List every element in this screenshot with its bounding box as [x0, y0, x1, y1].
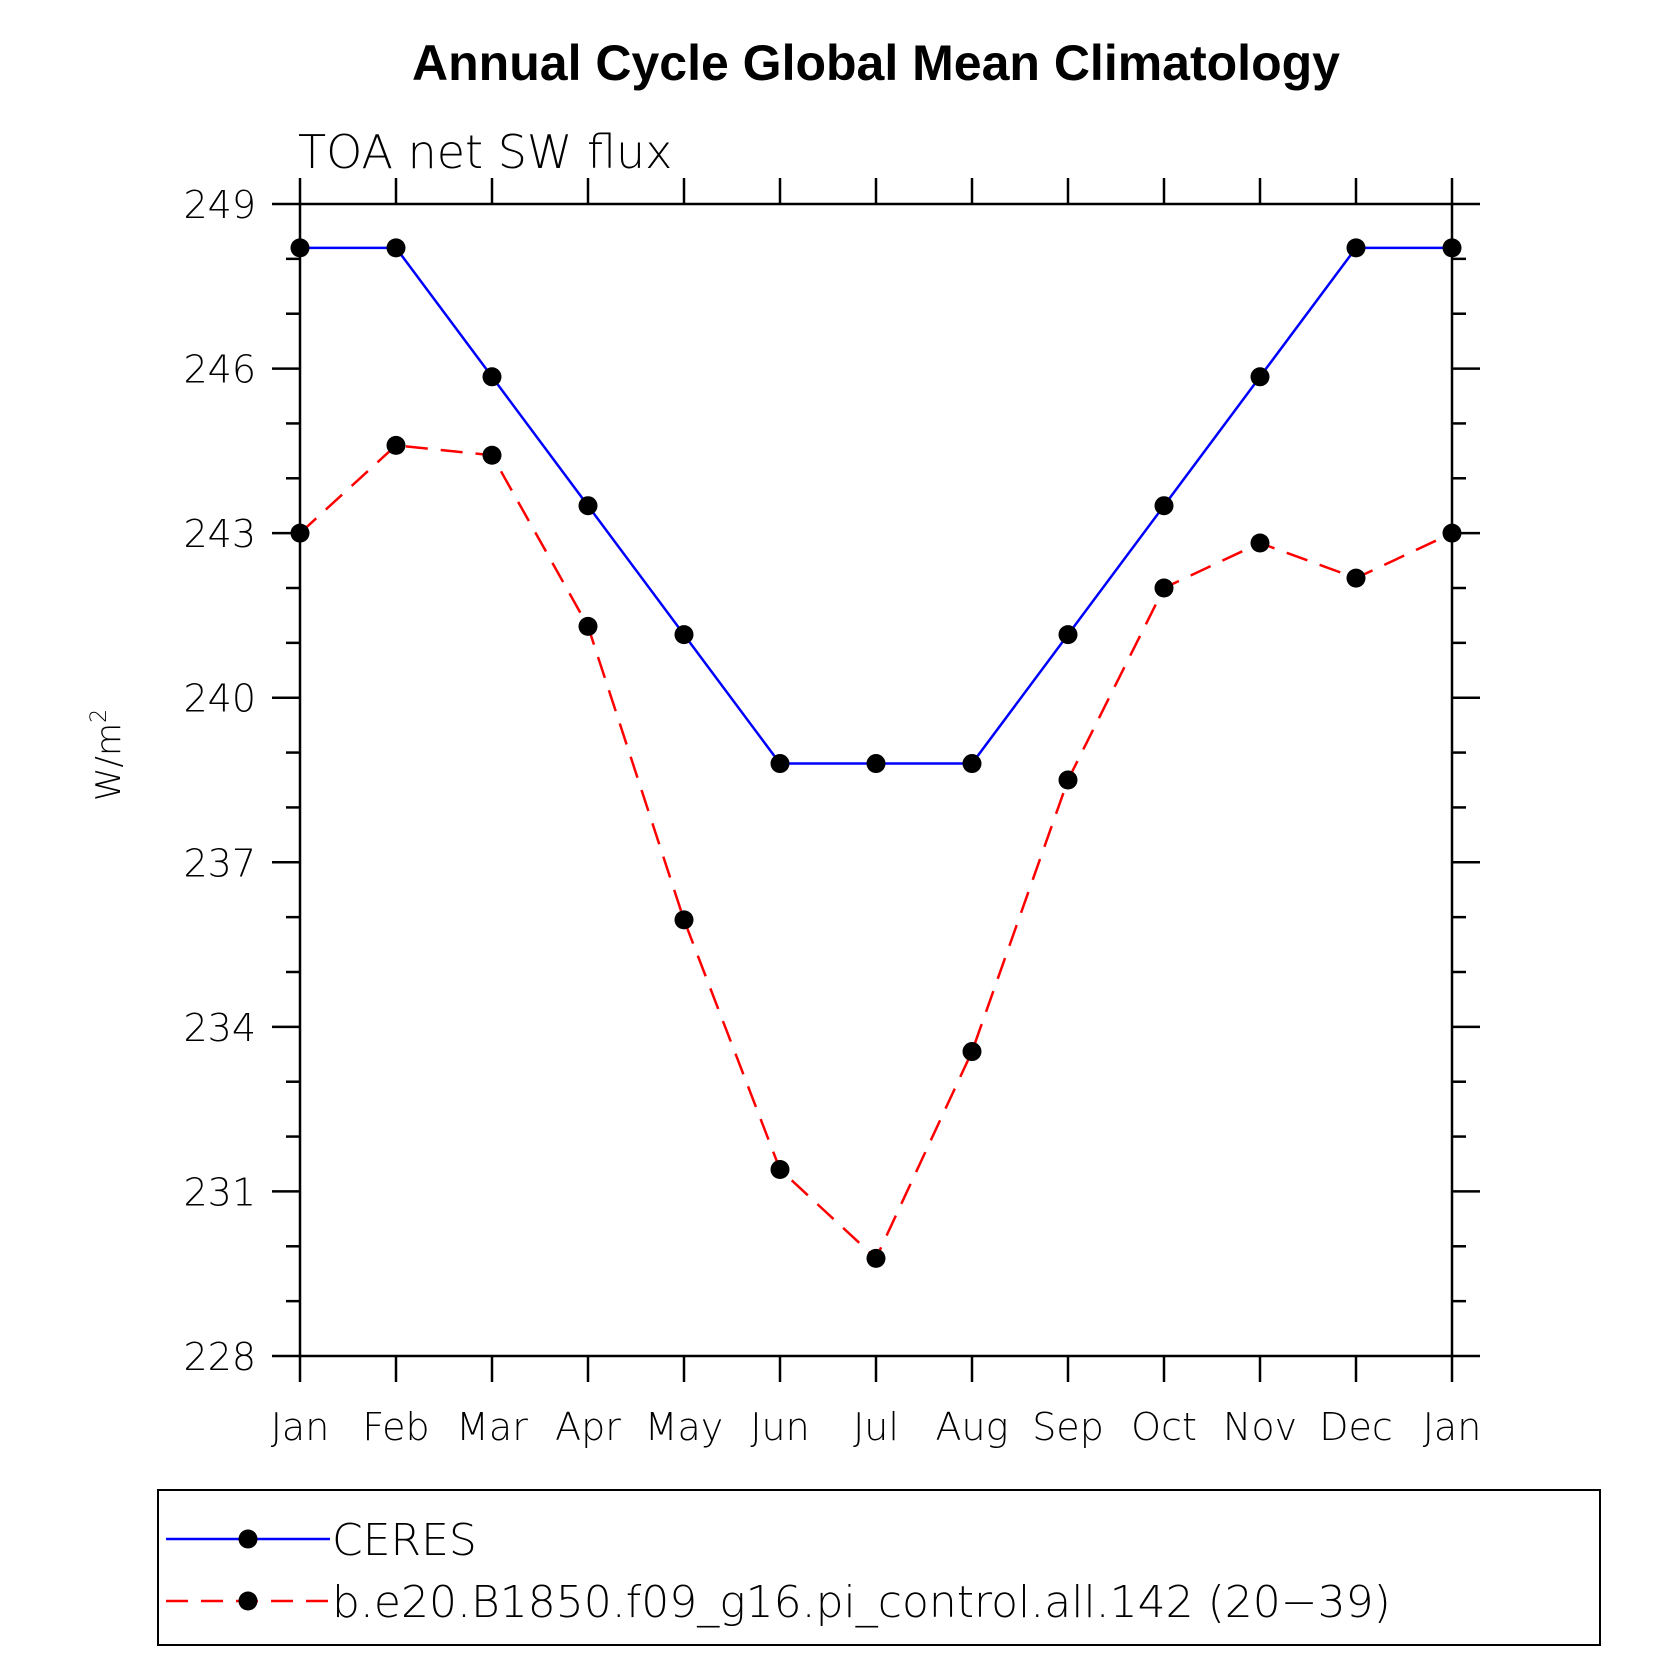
- data-point: [1058, 770, 1078, 790]
- x-tick-label: Jan: [1423, 1405, 1482, 1449]
- data-point: [866, 1248, 886, 1268]
- data-point: [674, 910, 694, 930]
- x-tick-label: Oct: [1131, 1405, 1197, 1449]
- data-point: [866, 754, 886, 774]
- data-point: [1346, 238, 1366, 258]
- data-point: [674, 625, 694, 645]
- data-point: [1442, 523, 1462, 543]
- plot-frame: [298, 202, 1454, 1358]
- data-point: [1154, 578, 1174, 598]
- y-axis-label: W/m2: [87, 709, 129, 801]
- data-point: [962, 754, 982, 774]
- data-point: [290, 238, 310, 258]
- y-tick-label: 243: [183, 512, 256, 556]
- data-point: [386, 238, 406, 258]
- legend-item-2: b.e20.B1850.f09_g16.pi_control.all.142 (…: [166, 1577, 1391, 1628]
- y-tick-label: 228: [183, 1335, 256, 1379]
- series-layer: [290, 238, 1462, 1268]
- legend-marker: [238, 1591, 258, 1611]
- data-point: [482, 445, 502, 465]
- data-point: [482, 367, 502, 387]
- x-tick-label: May: [645, 1405, 724, 1449]
- data-point: [1346, 568, 1366, 588]
- y-axis-label-superscript: 2: [87, 709, 112, 723]
- legend: CERES b.e20.B1850.f09_g16.pi_control.all.…: [157, 1489, 1601, 1646]
- x-tick-label: Jan: [271, 1405, 330, 1449]
- y-tick-label: 249: [183, 183, 256, 227]
- y-tick-label: 246: [183, 348, 256, 392]
- chart-subtitle: TOA net SW flux: [298, 125, 672, 179]
- data-point: [770, 1159, 790, 1179]
- data-point: [1250, 367, 1270, 387]
- legend-label: b.e20.B1850.f09_g16.pi_control.all.142 (…: [332, 1577, 1391, 1628]
- y-tick-label: 240: [183, 677, 256, 721]
- y-tick-label: 234: [183, 1006, 256, 1050]
- data-point: [578, 616, 598, 636]
- x-tick-label: Feb: [362, 1405, 429, 1449]
- plot-border: [298, 202, 1454, 1358]
- data-point: [578, 496, 598, 516]
- x-tick-label: Sep: [1032, 1405, 1104, 1449]
- x-tick-label: Dec: [1319, 1405, 1393, 1449]
- data-point: [290, 523, 310, 543]
- data-point: [386, 435, 406, 455]
- y-axis-label-base: W/m: [89, 723, 129, 801]
- x-tick-label: Nov: [1223, 1405, 1297, 1449]
- data-point: [1058, 625, 1078, 645]
- x-axis: Jan Feb Mar Apr May Jun Jul Aug Sep Oct Nov Dec Jan: [271, 178, 1482, 1449]
- data-point: [1442, 238, 1462, 258]
- y-axis: 228 231 234 237 240 243 246 249: [183, 183, 1480, 1379]
- legend-label: CERES: [332, 1515, 477, 1566]
- legend-item-1: CERES: [166, 1515, 477, 1566]
- x-tick-label: Mar: [456, 1405, 528, 1449]
- legend-marker: [238, 1529, 258, 1549]
- series-1: [290, 238, 1462, 774]
- data-point: [1154, 496, 1174, 516]
- series-line: [299, 444, 1453, 1261]
- x-tick-label: Jun: [750, 1405, 809, 1449]
- series-line: [300, 246, 1452, 765]
- data-point: [770, 754, 790, 774]
- x-tick-label: Aug: [936, 1405, 1009, 1449]
- x-tick-label: Jul: [853, 1405, 899, 1449]
- data-point: [1250, 533, 1270, 553]
- data-point: [962, 1042, 982, 1062]
- series-2: [290, 435, 1462, 1268]
- legend-box: [157, 1489, 1601, 1646]
- chart-title: Annual Cycle Global Mean Climatology: [412, 35, 1340, 91]
- y-tick-label: 237: [183, 841, 256, 885]
- y-tick-label: 231: [183, 1170, 256, 1214]
- x-tick-label: Apr: [555, 1405, 621, 1449]
